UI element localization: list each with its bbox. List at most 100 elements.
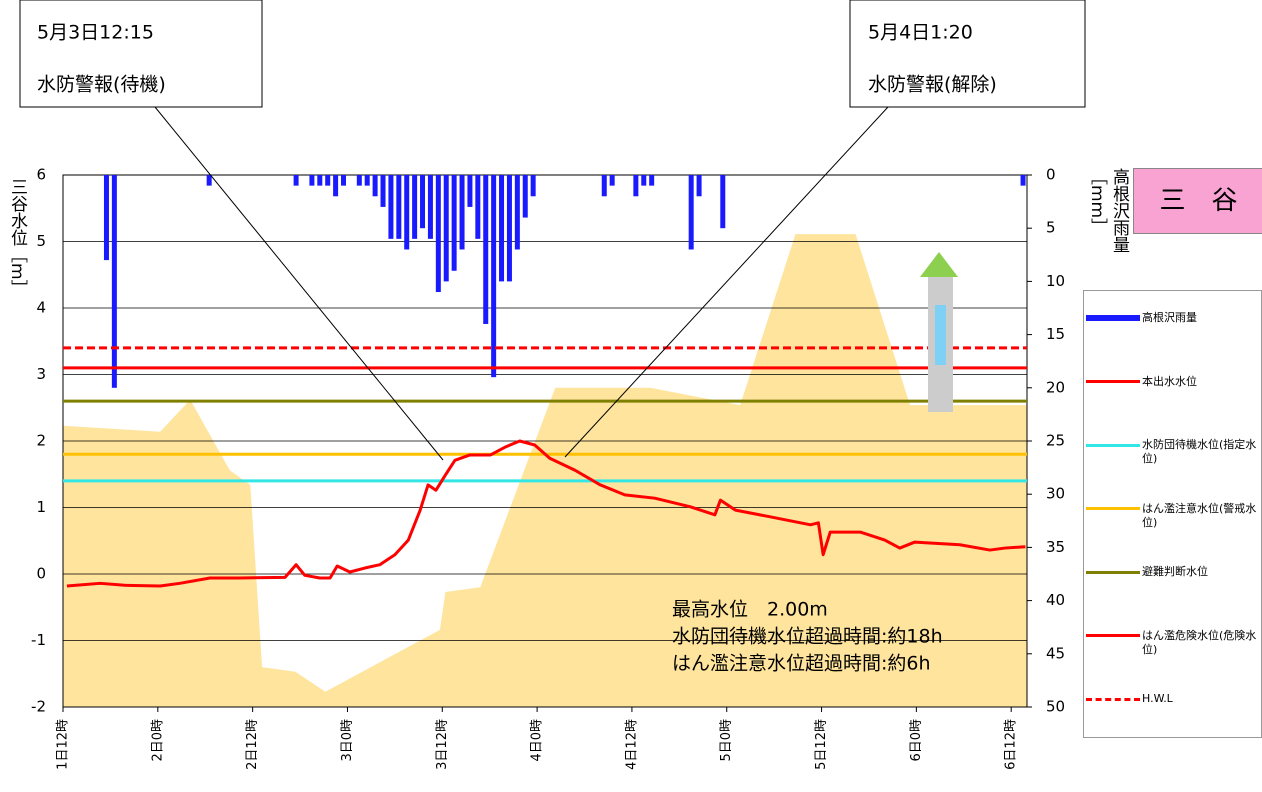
rain-bar bbox=[103, 175, 109, 261]
rain-bar bbox=[435, 175, 441, 293]
rain-bar bbox=[688, 175, 694, 250]
rain-bar bbox=[341, 175, 347, 186]
rain-bar bbox=[388, 175, 394, 239]
rain-bar bbox=[649, 175, 655, 186]
legend-marker bbox=[1086, 315, 1140, 321]
rain-bar bbox=[420, 175, 426, 229]
x-tick-label: 3日0時 bbox=[340, 719, 355, 762]
rain-bar bbox=[412, 175, 418, 239]
y2-tick-label: 25 bbox=[1046, 432, 1065, 450]
x-tick-label: 1日12時 bbox=[56, 719, 71, 770]
rain-bar bbox=[380, 175, 386, 207]
legend-label: はん濫注意水位(警戒水位) bbox=[1142, 501, 1257, 529]
y2-tick-label: 35 bbox=[1046, 538, 1065, 556]
callout-line bbox=[154, 106, 444, 461]
callout-line bbox=[564, 106, 889, 458]
x-tick-label: 5日12時 bbox=[814, 719, 829, 770]
rain-bar bbox=[309, 175, 315, 186]
rain-bar bbox=[696, 175, 702, 197]
rain-bar bbox=[111, 175, 117, 388]
rain-bar bbox=[609, 175, 615, 186]
legend-label: 避難判断水位 bbox=[1142, 565, 1208, 578]
rain-bar bbox=[530, 175, 536, 197]
x-tick-label: 4日0時 bbox=[530, 719, 545, 762]
legend: 高根沢雨量 本出水水位 水防団待機水位(指定水位) はん濫注意水位(警戒水位) 避難判断… bbox=[1083, 290, 1262, 738]
x-tick-label: 6日0時 bbox=[909, 719, 924, 762]
y-tick-label: 4 bbox=[36, 299, 46, 317]
rain-bar bbox=[601, 175, 607, 197]
rain-bar bbox=[720, 175, 726, 229]
rain-bar bbox=[451, 175, 457, 271]
arrow-inner bbox=[935, 305, 946, 365]
rain-bar bbox=[506, 175, 512, 282]
y2-tick-label: 10 bbox=[1046, 272, 1065, 290]
legend-label: 高根沢雨量 bbox=[1142, 311, 1197, 324]
y-tick-label: 3 bbox=[36, 365, 46, 383]
y-tick-label: 1 bbox=[36, 498, 46, 516]
rain-bar bbox=[293, 175, 299, 186]
rain-bar bbox=[641, 175, 647, 186]
y-tick-label: 5 bbox=[36, 232, 46, 250]
legend-label: はん濫危険水位(危険水位) bbox=[1142, 628, 1257, 656]
x-tick-label: 3日12時 bbox=[435, 719, 450, 770]
rain-bar bbox=[514, 175, 520, 250]
y2-tick-label: 0 bbox=[1046, 166, 1056, 184]
y2-tick-label: 45 bbox=[1046, 644, 1065, 662]
rain-bar bbox=[206, 175, 212, 186]
x-tick-label: 2日12時 bbox=[245, 719, 260, 770]
annotation-label: 水防警報(解除) bbox=[868, 74, 997, 96]
y-tick-label: 0 bbox=[36, 565, 46, 583]
y2-tick-label: 15 bbox=[1046, 325, 1065, 343]
water-level-line bbox=[66, 439, 1026, 588]
x-tick-label: 5日0時 bbox=[719, 719, 734, 762]
arrow-head bbox=[920, 252, 958, 277]
stat: 最高水位 2.00m bbox=[672, 599, 828, 621]
rain-bar bbox=[443, 175, 449, 282]
rain-bar bbox=[633, 175, 639, 197]
y-tick-label: -1 bbox=[31, 631, 46, 649]
rain-bar bbox=[499, 175, 505, 282]
x-tick-label: 2日0時 bbox=[150, 719, 165, 762]
rain-bar bbox=[356, 175, 362, 186]
rain-bar bbox=[522, 175, 528, 218]
legend-marker bbox=[1086, 443, 1140, 447]
y-axis-label: 三谷水位［m］ bbox=[7, 178, 27, 297]
legend-marker bbox=[1086, 697, 1140, 701]
rain-bar bbox=[1020, 175, 1026, 186]
legend-marker bbox=[1086, 380, 1140, 383]
y2-tick-label: 50 bbox=[1046, 698, 1065, 716]
annotation-label: 水防警報(待機) bbox=[37, 74, 166, 96]
rain-bar bbox=[372, 175, 378, 197]
rain-bar bbox=[427, 175, 433, 239]
rain-bar bbox=[317, 175, 323, 186]
y-tick-label: -2 bbox=[31, 698, 46, 716]
rain-bar bbox=[459, 175, 465, 250]
stat: 水防団待機水位超過時間:約18h bbox=[672, 626, 943, 648]
rain-bar bbox=[467, 175, 473, 207]
annotation-date: 5月3日12:15 bbox=[37, 22, 154, 44]
rain-bar bbox=[491, 175, 497, 378]
x-tick-label: 4日12時 bbox=[624, 719, 639, 770]
legend-marker bbox=[1086, 570, 1140, 574]
rain-bar bbox=[325, 175, 331, 186]
y2-tick-label: 20 bbox=[1046, 378, 1065, 396]
y2-tick-label: 30 bbox=[1046, 485, 1065, 503]
rain-bar bbox=[396, 175, 402, 239]
annotation-date: 5月4日1:20 bbox=[868, 22, 973, 44]
station-label: 三 谷 bbox=[1133, 168, 1262, 234]
annotation-box bbox=[849, 0, 1086, 108]
rain-bar bbox=[404, 175, 410, 250]
stat: はん濫注意水位超過時間:約6h bbox=[672, 653, 931, 675]
y-tick-label: 2 bbox=[36, 432, 46, 450]
y-tick-label: 6 bbox=[36, 166, 46, 184]
legend-marker bbox=[1086, 507, 1140, 510]
rain-bar bbox=[364, 175, 370, 186]
legend-label: H.W.L bbox=[1142, 692, 1173, 705]
rain-bar bbox=[483, 175, 489, 324]
area bbox=[63, 234, 1027, 707]
annotation-box bbox=[19, 0, 263, 108]
rain-bar bbox=[333, 175, 339, 197]
arrow bbox=[920, 252, 958, 412]
legend-marker bbox=[1086, 634, 1140, 637]
